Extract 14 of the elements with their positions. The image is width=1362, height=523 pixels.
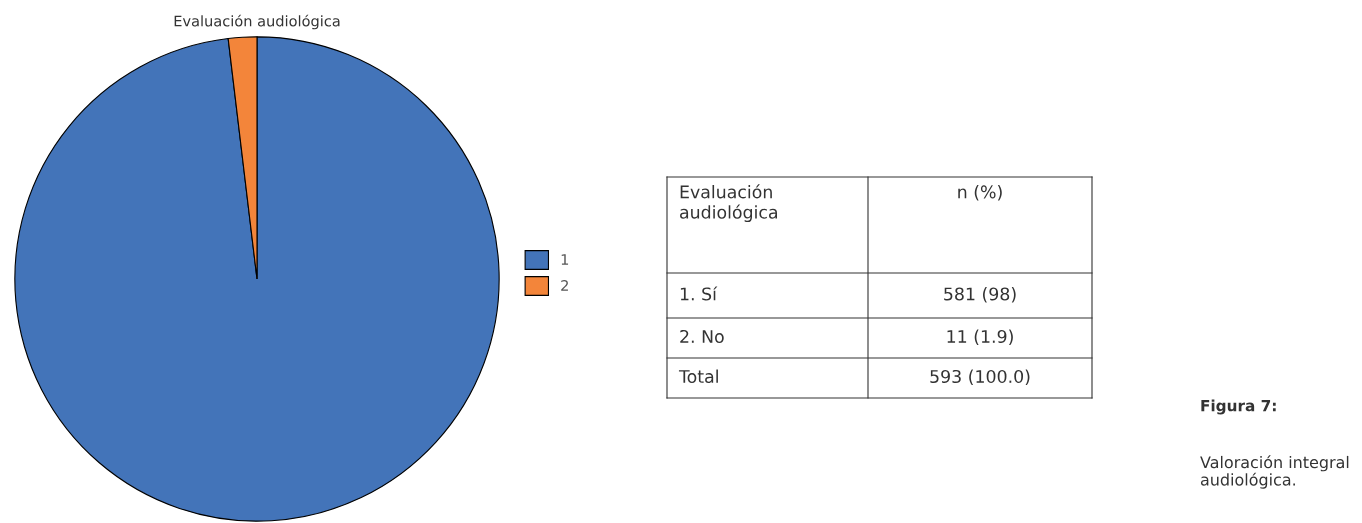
text: 2. No — [680, 329, 724, 344]
text: n (%) — [958, 185, 1002, 201]
text: 581 (98) — [944, 287, 1016, 303]
legend-label: 1 — [561, 254, 569, 265]
text: 11 (1.9) — [947, 329, 1013, 346]
text: Figura 7: — [1201, 399, 1276, 415]
text: 1. Sí — [680, 286, 718, 301]
chart-title: Evaluación audiológica — [174, 14, 340, 30]
pie-slice — [14, 36, 500, 522]
text: Evaluación audiológica — [680, 184, 777, 223]
legend-label: 2 — [561, 279, 568, 291]
text: 593 (100.0) — [930, 369, 1030, 386]
text: Valoración integral audiológica. — [1200, 455, 1349, 489]
text: Total — [678, 369, 718, 384]
